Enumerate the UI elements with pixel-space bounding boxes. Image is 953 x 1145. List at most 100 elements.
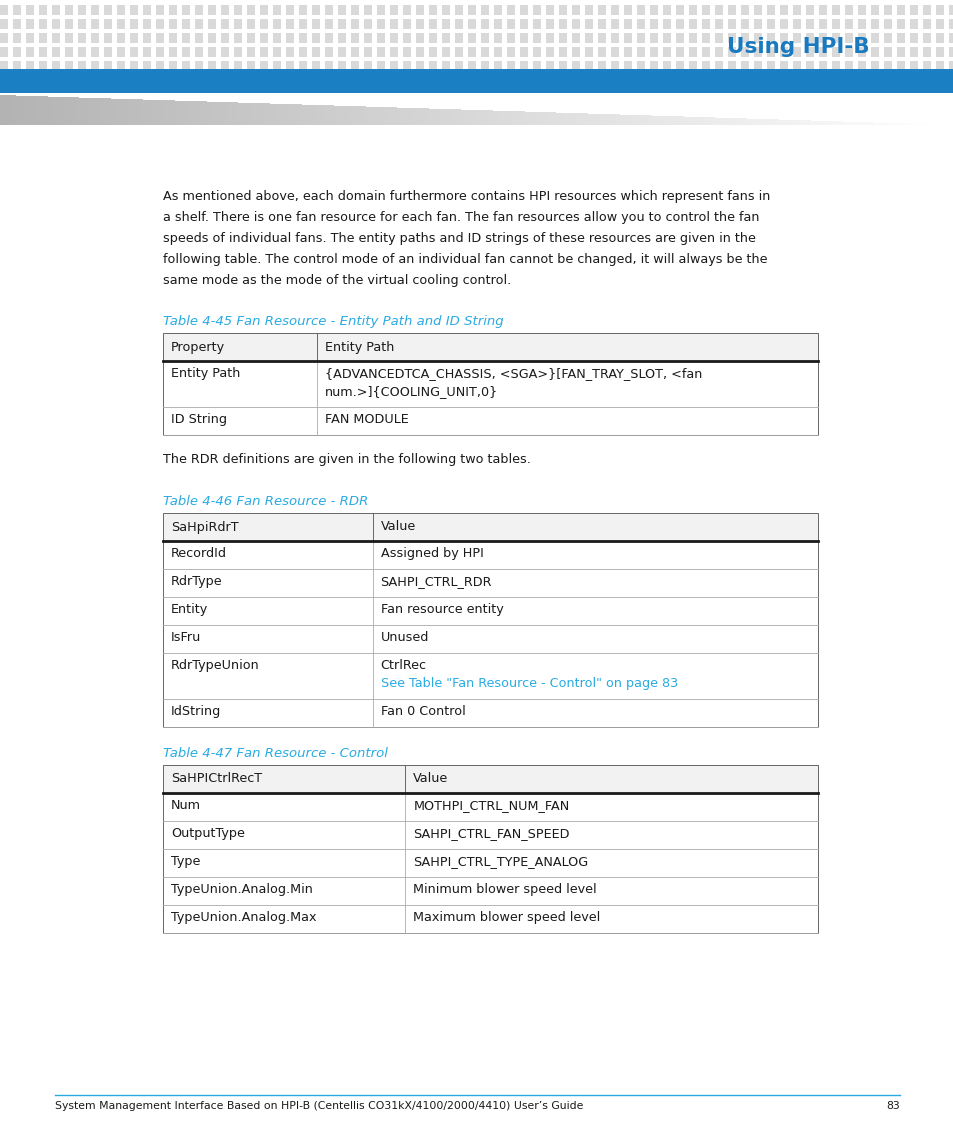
Bar: [831, 47, 840, 57]
Bar: [172, 101, 174, 125]
Bar: [598, 47, 605, 57]
Bar: [533, 76, 540, 85]
Bar: [623, 47, 631, 57]
Bar: [780, 61, 787, 71]
Bar: [64, 97, 67, 125]
Bar: [351, 5, 358, 15]
Bar: [429, 19, 436, 29]
Bar: [429, 33, 436, 44]
Bar: [29, 96, 31, 125]
Bar: [676, 76, 683, 85]
Bar: [572, 113, 575, 125]
Bar: [375, 106, 378, 125]
Bar: [364, 5, 372, 15]
Bar: [688, 33, 697, 44]
Text: Value: Value: [380, 521, 416, 534]
Bar: [556, 112, 559, 125]
Bar: [26, 19, 34, 29]
Bar: [923, 47, 930, 57]
Bar: [857, 61, 865, 71]
Bar: [78, 76, 86, 85]
Bar: [740, 61, 748, 71]
Bar: [688, 61, 697, 71]
Bar: [260, 47, 268, 57]
Bar: [662, 61, 670, 71]
Bar: [517, 111, 521, 125]
Bar: [559, 112, 562, 125]
Bar: [247, 47, 254, 57]
Bar: [598, 61, 605, 71]
Bar: [324, 105, 327, 125]
Bar: [133, 100, 136, 125]
Bar: [519, 19, 527, 29]
Bar: [104, 19, 112, 29]
Bar: [637, 76, 644, 85]
Bar: [533, 19, 540, 29]
Bar: [325, 19, 333, 29]
Bar: [312, 5, 319, 15]
Bar: [861, 123, 864, 125]
Bar: [455, 19, 462, 29]
Bar: [886, 123, 889, 125]
Bar: [438, 109, 441, 125]
Bar: [805, 19, 813, 29]
Bar: [273, 19, 281, 29]
Bar: [260, 61, 268, 71]
Bar: [117, 76, 125, 85]
Bar: [73, 97, 76, 125]
Bar: [182, 5, 190, 15]
Bar: [766, 33, 774, 44]
Bar: [724, 118, 727, 125]
Bar: [76, 97, 79, 125]
Bar: [283, 104, 286, 125]
Bar: [355, 106, 359, 125]
Bar: [52, 5, 60, 15]
Bar: [794, 120, 798, 125]
Bar: [533, 33, 540, 44]
Bar: [701, 33, 709, 44]
Bar: [169, 61, 177, 71]
Bar: [578, 113, 581, 125]
Bar: [480, 5, 489, 15]
Bar: [10, 95, 12, 125]
Bar: [762, 119, 765, 125]
Bar: [649, 76, 658, 85]
Bar: [26, 76, 34, 85]
Bar: [780, 33, 787, 44]
Text: As mentioned above, each domain furthermore contains HPI resources which represe: As mentioned above, each domain furtherm…: [163, 190, 770, 203]
Bar: [848, 121, 851, 125]
Bar: [584, 76, 593, 85]
Bar: [429, 5, 436, 15]
Bar: [519, 33, 527, 44]
Bar: [505, 111, 508, 125]
Bar: [829, 121, 832, 125]
Text: TypeUnion.Analog.Min: TypeUnion.Analog.Min: [171, 883, 313, 897]
Bar: [896, 61, 904, 71]
Bar: [792, 61, 801, 71]
Bar: [622, 114, 626, 125]
Bar: [820, 121, 822, 125]
Bar: [130, 47, 138, 57]
Bar: [494, 76, 501, 85]
Bar: [826, 121, 829, 125]
Bar: [197, 101, 200, 125]
Bar: [870, 19, 878, 29]
Bar: [117, 19, 125, 29]
Bar: [226, 102, 229, 125]
Bar: [565, 113, 569, 125]
Bar: [131, 100, 133, 125]
Bar: [448, 109, 451, 125]
Bar: [441, 19, 450, 29]
Bar: [235, 102, 238, 125]
Bar: [298, 47, 307, 57]
Bar: [455, 76, 462, 85]
Bar: [19, 95, 22, 125]
Bar: [416, 76, 423, 85]
Text: OutputType: OutputType: [171, 827, 245, 840]
Bar: [805, 33, 813, 44]
Bar: [337, 47, 346, 57]
Bar: [521, 111, 524, 125]
Bar: [662, 19, 670, 29]
Bar: [169, 101, 172, 125]
Bar: [241, 103, 245, 125]
